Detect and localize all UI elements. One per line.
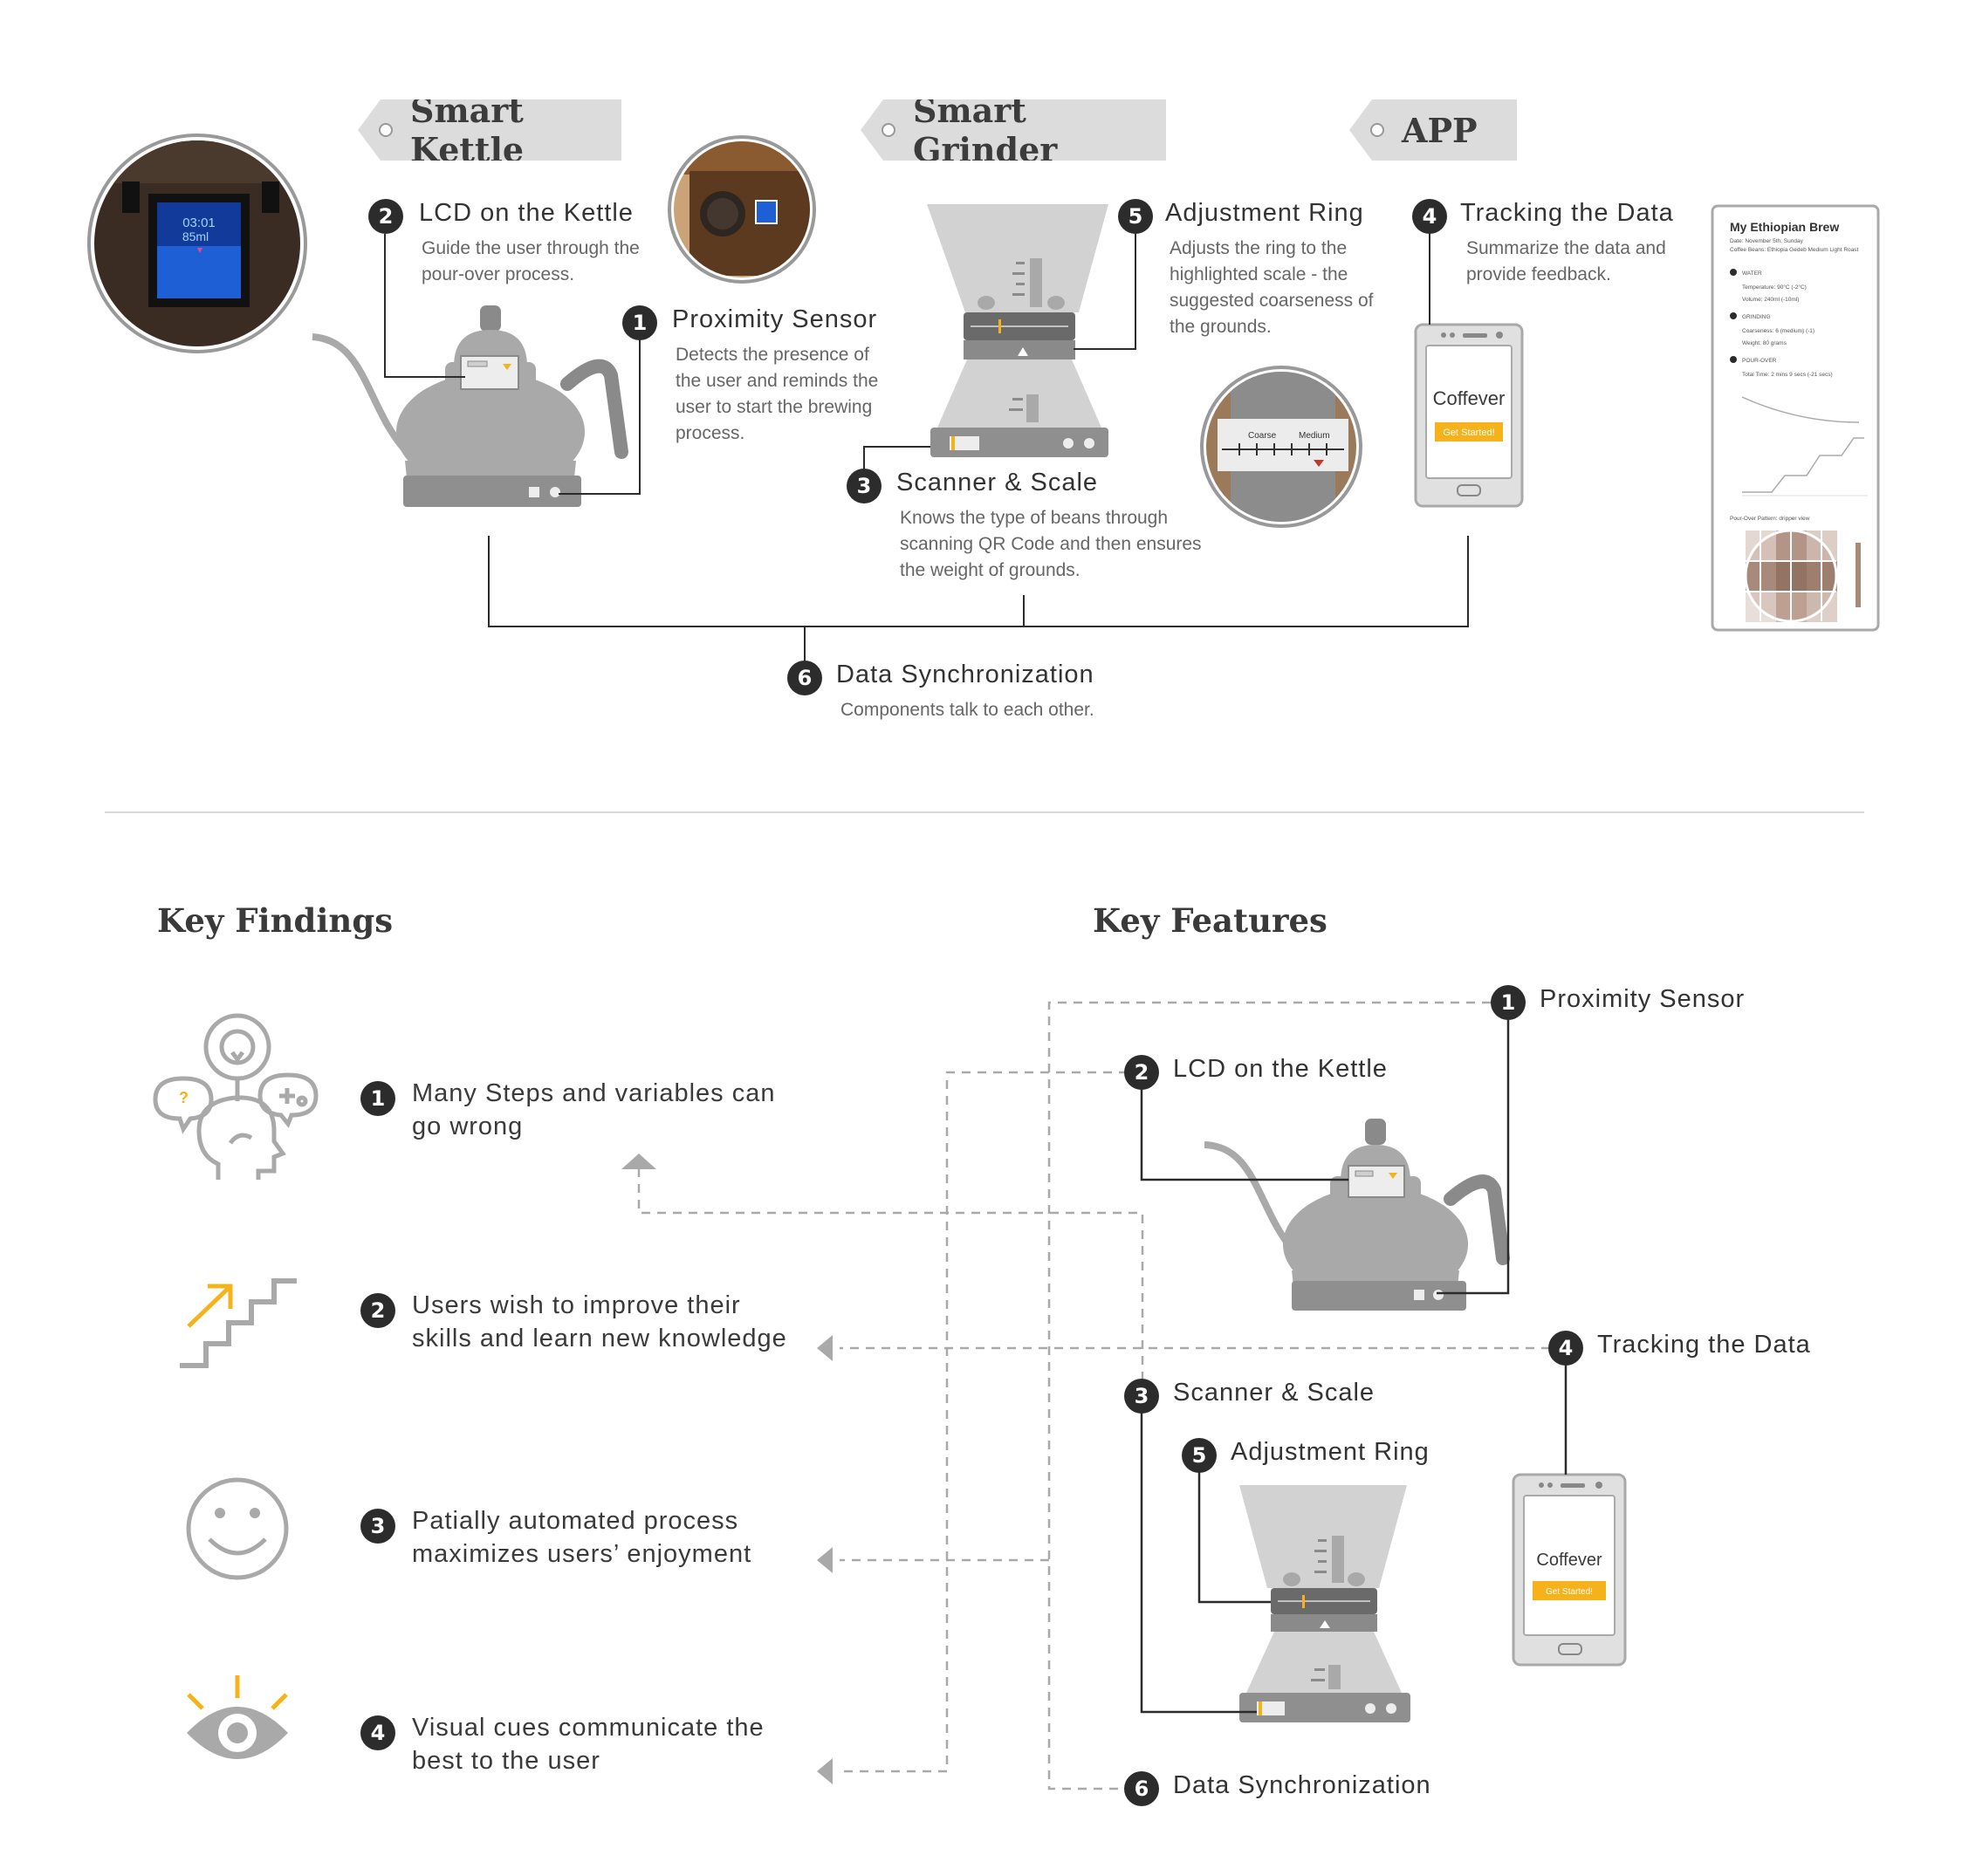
proximity-title: Proximity Sensor [672,305,878,333]
bottom-phone-get-started: Get Started! [1546,1587,1593,1597]
scanner-desc: Knows the type of beans through scanning… [900,508,1202,580]
bottom-kettle-illustration [1204,1119,1510,1311]
adjust-title: Adjustment Ring [1165,199,1364,227]
adjust-desc: Adjusts the ring to the highlighted scal… [1170,238,1374,337]
smiley-face-icon [186,1477,289,1580]
arrowheads [621,1154,833,1784]
feature-tracking-label: Tracking the Data [1597,1331,1811,1359]
app-phone-illustration: Coffever Get Started! [1414,323,1524,508]
dashed-connectors [637,1001,1550,1790]
smart-kettle-illustration [312,305,628,507]
section-divider [105,811,1864,813]
feature-adjust-label: Adjustment Ring [1231,1438,1430,1466]
tag-smart-kettle: Smart Kettle [358,99,621,161]
brew-report-card: My Ethiopian Brew Date: November 5th, Su… [1711,204,1880,632]
feature-tracking-badge: 4 [1548,1331,1583,1366]
smart-grinder-illustration [927,204,1108,457]
tag-app: APP [1349,99,1517,161]
key-findings-title: Key Findings [157,901,394,940]
report-beans: Coffee Beans: Ethiopia Gedeb Medium Ligh… [1730,247,1858,253]
top-diagram: 03:01 85ml Coarse [87,134,1880,661]
feature-adjust-badge: 5 [1182,1438,1217,1473]
report-volume: Volume: 240ml (-10ml) [1742,297,1799,303]
bottom-phone-brand: Coffever [1536,1551,1602,1570]
lcd-photo: 03:01 85ml [87,134,307,353]
report-title: My Ethiopian Brew [1730,220,1839,234]
svg-text:?: ? [179,1089,189,1106]
report-water-head: WATER [1742,270,1762,277]
tag-hole [379,123,393,137]
report-pour-head: POUR-OVER [1742,358,1777,364]
sync-desc: Components talk to each other. [840,700,1094,720]
bottom-grinder-illustration [1239,1485,1410,1722]
ring-medium: Medium [1299,431,1330,441]
report-pattern: Pour-Over Pattern: dripper view [1730,516,1810,522]
tracking-number-badge: 4 [1412,199,1447,234]
phone-get-started: Get Started! [1443,428,1494,438]
report-weight: Weight: 80 grams [1742,340,1787,346]
tag-label: Smart Kettle [410,91,525,169]
feature-connectors [1140,1003,1568,1714]
pour-pattern-grid [1744,529,1838,623]
sync-number-badge: 6 [787,661,822,695]
head-thoughts-icon [153,1013,319,1180]
finding-1-text: Many Steps and variables can go wrong [412,1079,776,1140]
report-grinding-head: GRINDING [1742,314,1771,320]
finding-1-badge: 1 [360,1081,395,1116]
bottom-phone-illustration: Coffever Get Started! [1512,1473,1627,1667]
feature-proximity-label: Proximity Sensor [1540,985,1746,1013]
proximity-desc: Detects the presence of the user and rem… [676,345,879,443]
report-total-time: Total Time: 2 mins 9 secs (-21 secs) [1742,372,1833,378]
adjustment-ring-photo: Coarse Medium [1200,366,1362,528]
finding-3-text: Patially automated process maximizes use… [412,1507,752,1568]
phone-brand: Coffever [1433,387,1506,409]
lcd-volume: 85ml [182,229,209,243]
feature-lcd-label: LCD on the Kettle [1173,1055,1388,1083]
eye-visual-icon [187,1675,288,1759]
feature-sync-badge: 6 [1124,1771,1159,1806]
tracking-title: Tracking the Data [1460,199,1674,227]
tracking-desc: Summarize the data and provide feedback. [1466,238,1666,284]
lcd-title: LCD on the Kettle [419,199,634,227]
finding-3-badge: 3 [360,1509,395,1544]
feature-scanner-label: Scanner & Scale [1173,1379,1375,1407]
lcd-time: 03:01 [182,216,216,230]
tag-label: Smart Grinder [913,91,1058,169]
key-features-title: Key Features [1093,901,1327,940]
finding-4-badge: 4 [360,1715,395,1750]
lcd-number-badge: 2 [368,199,403,234]
tag-hole [882,123,895,137]
feature-sync-label: Data Synchronization [1173,1771,1431,1799]
tag-label: APP [1402,110,1478,150]
grinder-box-photo [668,135,816,284]
feature-scanner-badge: 3 [1124,1379,1159,1414]
adjust-number-badge: 5 [1118,199,1153,234]
scanner-number-badge: 3 [847,469,882,503]
finding-4-text: Visual cues communicate the best to the … [412,1714,765,1775]
scanner-title: Scanner & Scale [896,469,1099,496]
finding-2-badge: 2 [360,1293,395,1328]
bottom-diagram: ? [153,1001,1627,1790]
lcd-desc: Guide the user through the pour-over pro… [422,238,640,284]
stairs-growth-icon [180,1278,297,1368]
finding-2-text: Users wish to improve their skills and l… [412,1291,787,1352]
feature-lcd-badge: 2 [1124,1055,1159,1090]
feature-proximity-badge: 1 [1491,985,1526,1020]
proximity-number-badge: 1 [622,305,657,340]
report-date: Date: November 5th, Sunday [1730,238,1804,244]
tag-hole [1370,123,1384,137]
report-temperature: Temperature: 90°C (-2°C) [1742,284,1807,291]
sync-title: Data Synchronization [836,661,1094,688]
report-coarseness: Coarseness: 6 (medium) (-1) [1742,328,1815,334]
top-connectors [384,218,1469,661]
tag-smart-grinder: Smart Grinder [861,99,1166,161]
ring-coarse: Coarse [1248,431,1277,441]
